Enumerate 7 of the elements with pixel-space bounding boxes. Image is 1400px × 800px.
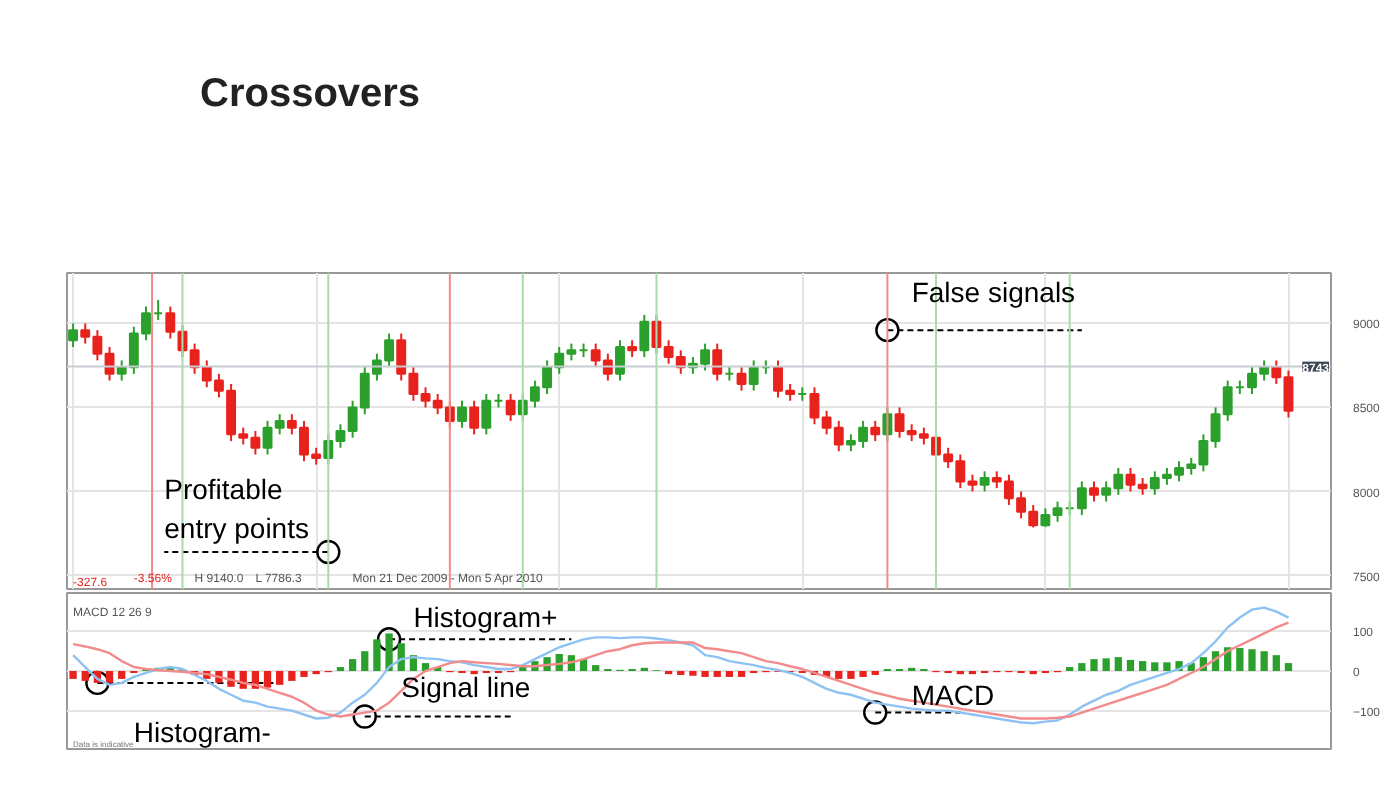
annotation: Histogram- xyxy=(133,716,272,749)
annotation: False signals xyxy=(911,276,1076,309)
series-label: MACD xyxy=(911,678,995,711)
chart-title: Crossovers xyxy=(200,70,421,120)
annotation: Profitable entry points xyxy=(164,473,309,544)
series-label: Signal line xyxy=(401,670,531,703)
annotation: Histogram+ xyxy=(413,601,558,634)
